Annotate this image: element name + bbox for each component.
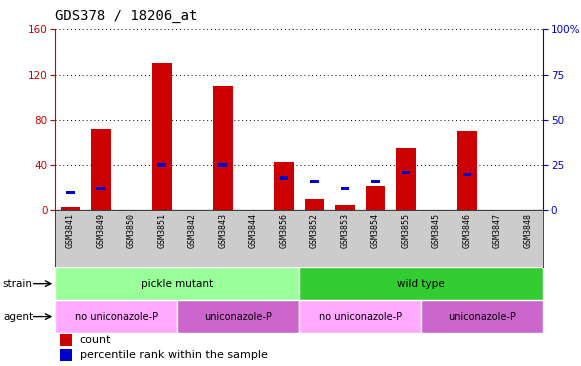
Bar — [371, 180, 380, 183]
Bar — [396, 148, 416, 210]
Bar — [55, 300, 177, 333]
Bar — [177, 300, 299, 333]
Text: GDS378 / 18206_at: GDS378 / 18206_at — [55, 9, 198, 23]
Text: GSM3853: GSM3853 — [340, 213, 349, 248]
Bar — [421, 300, 543, 333]
Bar — [340, 187, 349, 190]
Bar — [310, 180, 319, 183]
Text: GSM3852: GSM3852 — [310, 213, 319, 248]
Text: agent: agent — [3, 311, 33, 322]
Bar — [157, 164, 166, 167]
Bar — [365, 186, 385, 210]
Bar — [335, 205, 355, 210]
Text: GSM3848: GSM3848 — [523, 213, 532, 248]
Bar — [304, 199, 324, 210]
Text: GSM3843: GSM3843 — [218, 213, 227, 248]
Bar — [299, 267, 543, 300]
Text: GSM3854: GSM3854 — [371, 213, 380, 248]
Text: GSM3845: GSM3845 — [432, 213, 441, 248]
Text: GSM3855: GSM3855 — [401, 213, 410, 248]
Text: no uniconazole-P: no uniconazole-P — [74, 311, 158, 322]
Text: wild type: wild type — [397, 279, 445, 289]
Text: GSM3851: GSM3851 — [157, 213, 166, 248]
Bar — [299, 300, 421, 333]
Text: GSM3856: GSM3856 — [279, 213, 288, 248]
Bar — [218, 164, 227, 167]
Text: percentile rank within the sample: percentile rank within the sample — [80, 350, 267, 360]
Text: strain: strain — [3, 279, 33, 289]
Text: GSM3844: GSM3844 — [249, 213, 258, 248]
Bar — [462, 172, 471, 176]
Text: count: count — [80, 335, 111, 345]
Text: GSM3847: GSM3847 — [493, 213, 502, 248]
Bar — [457, 131, 477, 210]
Text: GSM3846: GSM3846 — [462, 213, 471, 248]
Text: no uniconazole-P: no uniconazole-P — [318, 311, 402, 322]
Bar — [91, 129, 111, 210]
Text: GSM3850: GSM3850 — [127, 213, 136, 248]
Text: uniconazole-P: uniconazole-P — [449, 311, 516, 322]
Bar — [60, 349, 72, 361]
Text: GSM3842: GSM3842 — [188, 213, 197, 248]
Bar — [60, 334, 72, 346]
Bar — [213, 86, 233, 210]
Bar — [152, 63, 172, 210]
Bar — [274, 162, 294, 210]
Bar — [60, 207, 80, 210]
Text: GSM3841: GSM3841 — [66, 213, 75, 248]
Bar — [66, 191, 75, 194]
Text: pickle mutant: pickle mutant — [141, 279, 213, 289]
Text: GSM3849: GSM3849 — [96, 213, 105, 248]
Bar — [401, 171, 410, 174]
Bar — [96, 187, 105, 190]
Text: uniconazole-P: uniconazole-P — [205, 311, 272, 322]
Bar — [279, 176, 288, 180]
Bar — [55, 267, 299, 300]
